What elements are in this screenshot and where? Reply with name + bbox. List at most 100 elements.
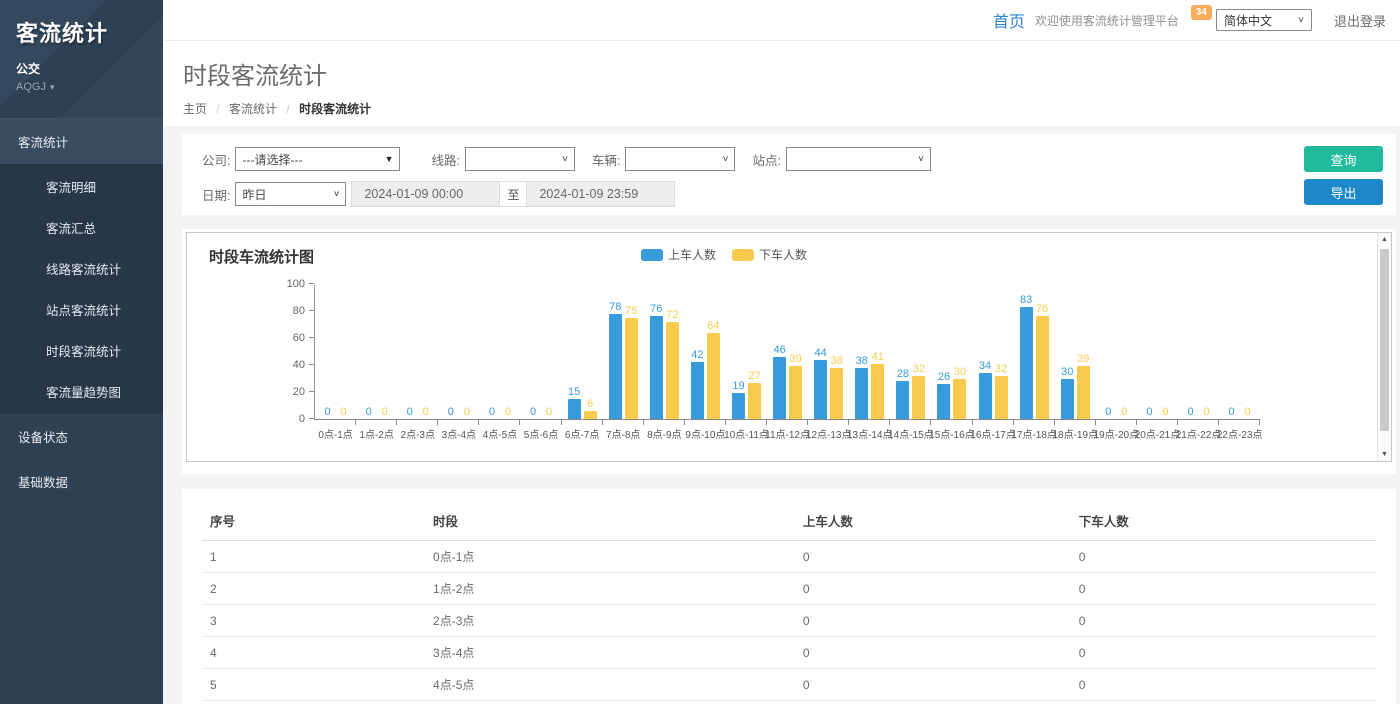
scroll-up-icon[interactable]: ▲: [1378, 236, 1391, 243]
bar: [691, 362, 704, 419]
data-table-panel: 序号时段上车人数下车人数 10点-1点0021点-2点0032点-3点0043点…: [182, 489, 1396, 704]
bar-group: 004点-5点: [479, 285, 520, 419]
app-logo: 客流统计: [16, 16, 147, 48]
bar-value-label: 6: [587, 399, 593, 410]
bar-value-label: 0: [505, 407, 511, 418]
company-select[interactable]: ---请选择--- ▼: [235, 147, 400, 171]
x-axis-label: 0点-1点: [318, 426, 352, 441]
sidebar-subitem[interactable]: 线路客流统计: [0, 248, 163, 289]
bar-column: 0: [1225, 285, 1238, 419]
dropdown-arrow-icon: ▼: [385, 154, 394, 164]
legend-swatch: [732, 249, 754, 261]
date-from-input[interactable]: [352, 182, 499, 206]
bar-group: 76728点-9点: [644, 285, 685, 419]
y-axis-tick-mark: [309, 418, 314, 419]
scroll-down-icon[interactable]: ▼: [1378, 451, 1391, 458]
table-cell: 4: [202, 637, 425, 669]
logout-link[interactable]: 退出登录: [1334, 11, 1386, 30]
bar-group: 003点-4点: [438, 285, 479, 419]
bar-group: 42649点-10点: [685, 285, 726, 419]
sidebar-subitem[interactable]: 客流量趋势图: [0, 371, 163, 412]
bar-column: 0: [1200, 285, 1213, 419]
bar-value-label: 64: [707, 321, 719, 332]
company-label: 公司:: [202, 150, 230, 169]
line-label: 线路:: [431, 150, 459, 169]
sidebar-subitem[interactable]: 时段客流统计: [0, 330, 163, 371]
user-dropdown[interactable]: AQGJ▾: [16, 81, 147, 93]
date-range-separator: 至: [499, 182, 527, 206]
chevron-down-icon: ˅: [918, 154, 924, 165]
table-header-cell: 下车人数: [1071, 501, 1376, 541]
station-label: 站点:: [752, 150, 780, 169]
table-header-cell: 时段: [425, 501, 795, 541]
vehicle-select[interactable]: ˅: [625, 147, 735, 171]
bar-column: 0: [419, 285, 432, 419]
bar-column: 0: [501, 285, 514, 419]
line-select[interactable]: ˅: [465, 147, 575, 171]
bar-value-label: 0: [1203, 407, 1209, 418]
bar: [912, 376, 925, 419]
sidebar-item[interactable]: 设备状态: [0, 414, 163, 459]
sidebar-item-passenger-stats[interactable]: 客流统计: [0, 118, 163, 164]
caret-down-icon: ▾: [50, 82, 55, 92]
breadcrumb-passenger-stats[interactable]: 客流统计: [229, 102, 277, 116]
legend-item[interactable]: 下车人数: [732, 246, 807, 263]
date-to-input[interactable]: [527, 182, 674, 206]
bar-value-label: 75: [625, 306, 637, 317]
bar-group: 0021点-22点: [1178, 285, 1219, 419]
breadcrumb-separator: /: [286, 102, 289, 116]
bar-value-label: 0: [1229, 407, 1235, 418]
bar-value-label: 39: [1077, 354, 1089, 365]
home-link[interactable]: 首页: [993, 8, 1025, 32]
scrollbar-thumb[interactable]: [1380, 249, 1389, 431]
date-preset-select[interactable]: 昨日 ˅: [235, 182, 346, 206]
query-button[interactable]: 查询: [1304, 146, 1383, 172]
y-axis-tick-label: 80: [275, 305, 305, 317]
bar-value-label: 38: [831, 356, 843, 367]
bar-group: 343216点-17点: [973, 285, 1014, 419]
sidebar-subitem[interactable]: 客流明细: [0, 166, 163, 207]
breadcrumb-current: 时段客流统计: [299, 102, 371, 116]
table-cell: 6: [202, 701, 425, 704]
org-name: 公交: [16, 60, 147, 77]
table-cell: 0: [1071, 637, 1376, 669]
bar-column: 83: [1020, 285, 1033, 419]
sidebar-item[interactable]: 基础数据: [0, 459, 163, 504]
language-select[interactable]: 简体中文 ˅: [1216, 9, 1312, 31]
bar-value-label: 0: [1187, 407, 1193, 418]
breadcrumb-home[interactable]: 主页: [183, 102, 207, 116]
date-label: 日期:: [202, 185, 230, 204]
bar-column: 46: [773, 285, 786, 419]
bar-value-label: 32: [913, 364, 925, 375]
y-axis-tick-mark: [309, 283, 314, 284]
sidebar-subitem[interactable]: 客流汇总: [0, 207, 163, 248]
legend-label: 上车人数: [668, 246, 716, 263]
table-row: 43点-4点00: [202, 637, 1376, 669]
bar-value-label: 0: [324, 407, 330, 418]
bar-column: 27: [748, 285, 761, 419]
bar-value-label: 41: [872, 352, 884, 363]
table-cell: 0: [1071, 701, 1376, 704]
table-cell: 4点-5点: [425, 669, 795, 701]
bar-column: 42: [691, 285, 704, 419]
breadcrumb: 主页 / 客流统计 / 时段客流统计: [183, 100, 1400, 117]
sidebar-subitem[interactable]: 站点客流统计: [0, 289, 163, 330]
bar-value-label: 27: [748, 371, 760, 382]
bar-column: 26: [937, 285, 950, 419]
legend-item[interactable]: 上车人数: [641, 246, 716, 263]
chart-panel: 时段车流统计图 上车人数下车人数 020406080100000点-1点001点…: [182, 229, 1396, 474]
station-select[interactable]: ˅: [786, 147, 931, 171]
legend-label: 下车人数: [759, 246, 807, 263]
bar-column: 76: [1036, 285, 1049, 419]
y-axis-tick-label: 20: [275, 386, 305, 398]
breadcrumb-separator: /: [216, 102, 219, 116]
bar-group: 837617点-18点: [1014, 285, 1055, 419]
page-heading: 时段客流统计 主页 / 客流统计 / 时段客流统计: [163, 41, 1400, 126]
bar: [1036, 316, 1049, 419]
chart-scrollbar[interactable]: ▲ ▼: [1377, 233, 1391, 461]
bar-value-label: 30: [1061, 367, 1073, 378]
export-button[interactable]: 导出: [1304, 179, 1383, 205]
bar-chart: 020406080100000点-1点001点-2点002点-3点003点-4点…: [314, 285, 1260, 420]
table-cell: 1: [202, 541, 425, 573]
sidebar-submenu: 客流明细客流汇总线路客流统计站点客流统计时段客流统计客流量趋势图: [0, 164, 163, 414]
